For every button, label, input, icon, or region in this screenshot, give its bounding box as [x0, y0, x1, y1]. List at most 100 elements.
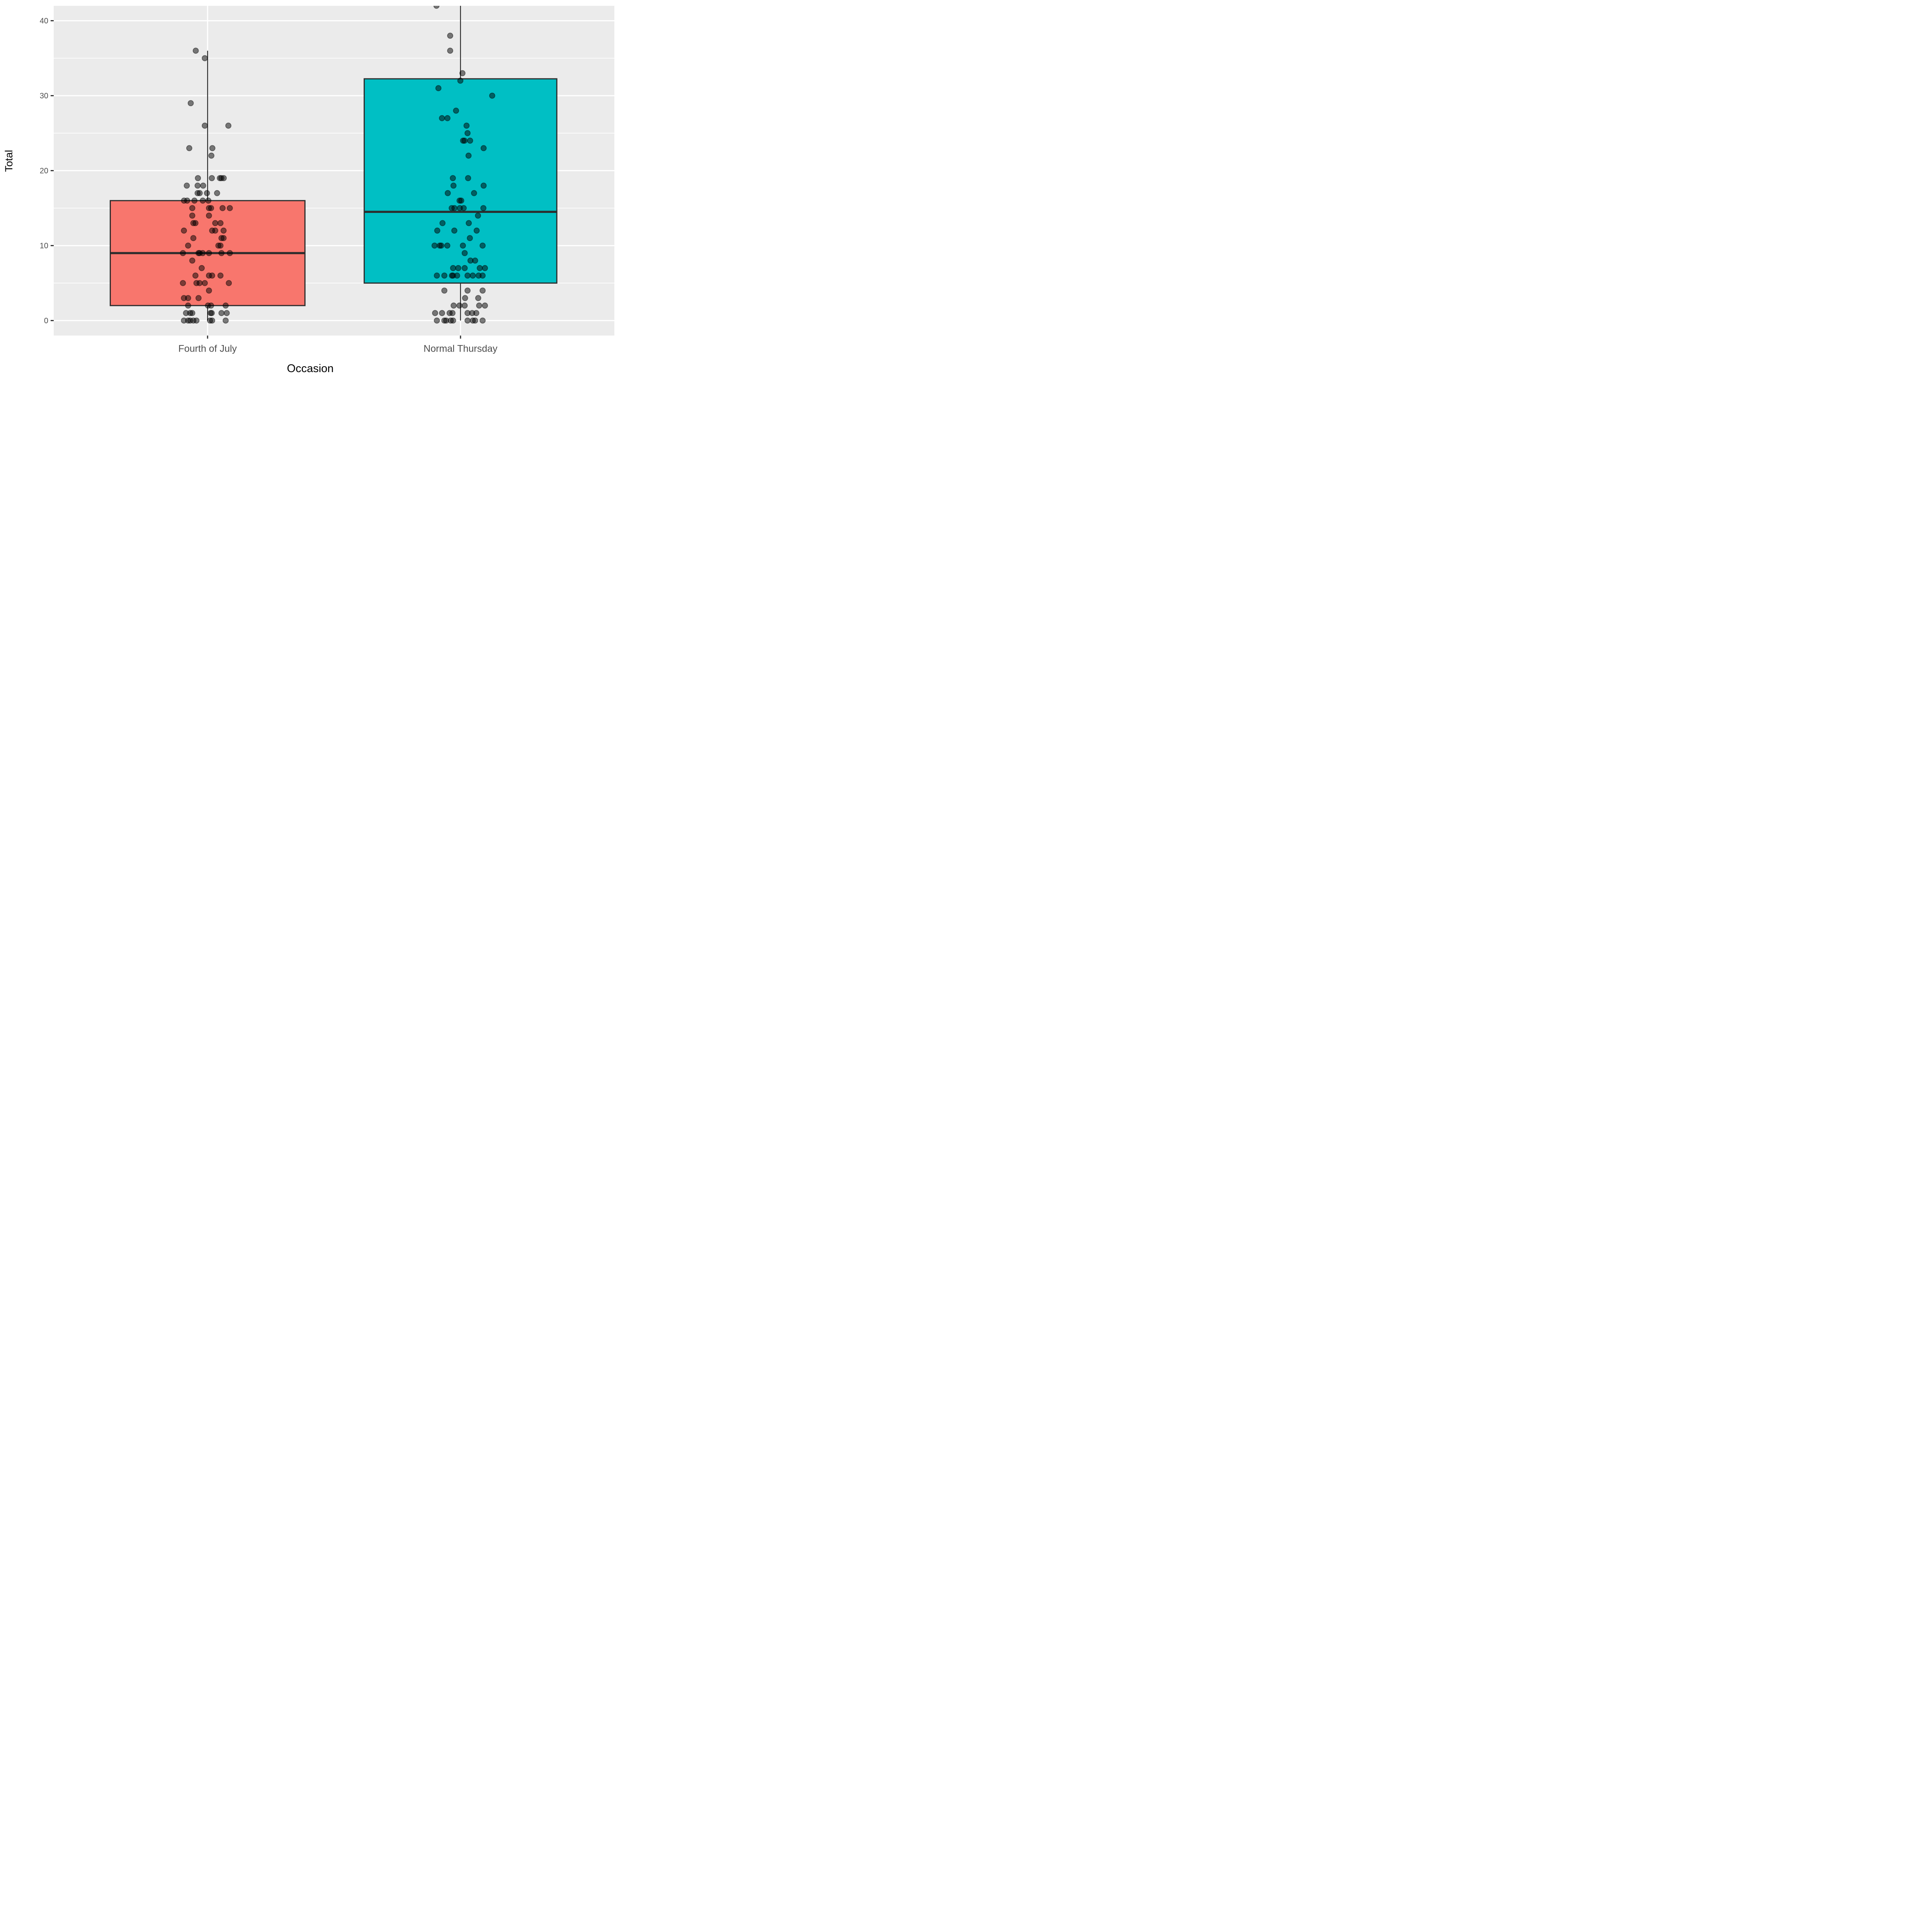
- jitter-point-fourth-of-july: [193, 317, 200, 324]
- jitter-point-fourth-of-july: [192, 272, 199, 279]
- jitter-point-fourth-of-july: [208, 152, 214, 159]
- jitter-point-normal-thursday: [482, 265, 488, 271]
- jitter-point-normal-thursday: [456, 302, 463, 309]
- x-tick-label-normal-thursday: Normal Thursday: [423, 343, 498, 354]
- jitter-point-normal-thursday: [480, 287, 486, 294]
- jitter-point-normal-thursday: [432, 310, 438, 316]
- jitter-point-normal-thursday: [444, 190, 451, 196]
- jitter-point-normal-thursday: [464, 317, 471, 324]
- jitter-point-normal-thursday: [460, 242, 466, 249]
- jitter-point-normal-thursday: [480, 272, 486, 279]
- jitter-point-fourth-of-july: [218, 310, 225, 316]
- jitter-point-normal-thursday: [444, 242, 451, 249]
- jitter-point-normal-thursday: [450, 317, 456, 324]
- jitter-point-normal-thursday: [441, 272, 447, 279]
- jitter-point-normal-thursday: [455, 265, 461, 271]
- jitter-point-normal-thursday: [461, 138, 468, 144]
- jitter-point-normal-thursday: [431, 242, 438, 249]
- jitter-point-fourth-of-july: [184, 182, 190, 189]
- jitter-point-normal-thursday: [447, 48, 453, 54]
- jitter-point-fourth-of-july: [220, 227, 227, 234]
- jitter-point-normal-thursday: [480, 242, 486, 249]
- jitter-point-fourth-of-july: [214, 190, 220, 196]
- jitter-point-fourth-of-july: [209, 310, 215, 316]
- jitter-point-fourth-of-july: [186, 145, 192, 151]
- x-tick-label-fourth-of-july: Fourth of July: [178, 343, 237, 354]
- jitter-point-normal-thursday: [441, 287, 447, 294]
- jitter-point-normal-thursday: [464, 130, 471, 136]
- jitter-point-normal-thursday: [439, 310, 445, 316]
- jitter-point-fourth-of-july: [185, 302, 191, 309]
- jitter-point-normal-thursday: [451, 302, 457, 309]
- y-tick-label-30: 30: [40, 92, 48, 100]
- jitter-point-normal-thursday: [465, 152, 472, 159]
- jitter-point-normal-thursday: [489, 92, 495, 99]
- jitter-point-fourth-of-july: [226, 280, 232, 286]
- jitter-point-fourth-of-july: [199, 265, 205, 271]
- jitter-point-normal-thursday: [476, 302, 482, 309]
- jitter-point-fourth-of-july: [202, 55, 208, 61]
- jitter-point-fourth-of-july: [189, 213, 196, 219]
- jitter-point-fourth-of-july: [192, 48, 199, 54]
- jitter-point-normal-thursday: [434, 227, 440, 234]
- jitter-point-normal-thursday: [461, 265, 468, 271]
- jitter-point-fourth-of-july: [189, 257, 196, 264]
- jitter-point-normal-thursday: [459, 70, 466, 77]
- jitter-point-fourth-of-july: [180, 280, 186, 286]
- jitter-point-normal-thursday: [464, 287, 471, 294]
- jitter-point-normal-thursday: [472, 257, 478, 264]
- jitter-point-fourth-of-july: [220, 235, 227, 242]
- jitter-point-normal-thursday: [465, 175, 471, 181]
- jitter-point-fourth-of-july: [217, 242, 224, 249]
- jitter-point-fourth-of-july: [223, 302, 229, 309]
- jitter-point-fourth-of-july: [189, 205, 196, 211]
- y-tick-label-20: 20: [40, 167, 48, 175]
- jitter-point-fourth-of-july: [187, 100, 194, 106]
- jitter-point-normal-thursday: [476, 265, 483, 271]
- series-normal-thursday: [364, 6, 558, 324]
- jitter-point-normal-thursday: [450, 175, 456, 181]
- jitter-point-fourth-of-july: [185, 295, 191, 301]
- jitter-point-fourth-of-july: [212, 227, 218, 234]
- jitter-point-normal-thursday: [438, 242, 444, 249]
- jitter-point-normal-thursday: [466, 220, 472, 226]
- jitter-point-fourth-of-july: [225, 122, 231, 129]
- jitter-point-fourth-of-july: [199, 250, 206, 256]
- jitter-point-fourth-of-july: [208, 302, 214, 309]
- jitter-point-normal-thursday: [439, 115, 445, 121]
- jitter-point-normal-thursday: [473, 310, 480, 316]
- jitter-point-fourth-of-july: [208, 205, 214, 211]
- jitter-point-fourth-of-july: [217, 272, 224, 279]
- jitter-point-fourth-of-july: [212, 220, 218, 226]
- jitter-point-normal-thursday: [461, 302, 468, 309]
- jitter-point-fourth-of-july: [202, 122, 208, 129]
- jitter-point-normal-thursday: [475, 295, 481, 301]
- jitter-point-normal-thursday: [469, 272, 476, 279]
- jitter-point-fourth-of-july: [199, 197, 206, 204]
- y-tick-label-0: 0: [44, 317, 48, 325]
- jitter-point-normal-thursday: [454, 272, 460, 279]
- jitter-point-normal-thursday: [480, 145, 487, 151]
- jitter-point-fourth-of-july: [209, 272, 215, 279]
- y-tick-label-10: 10: [40, 242, 48, 250]
- jitter-point-fourth-of-july: [180, 250, 186, 256]
- jitter-point-normal-thursday: [480, 205, 486, 211]
- jitter-point-fourth-of-july: [196, 280, 203, 286]
- jitter-point-fourth-of-july: [196, 190, 203, 196]
- jitter-point-normal-thursday: [461, 205, 467, 211]
- jitter-point-fourth-of-july: [209, 175, 215, 181]
- box-normal-thursday: [364, 78, 558, 284]
- x-axis-title: Occasion: [287, 362, 334, 375]
- jitter-point-fourth-of-july: [205, 197, 212, 204]
- jitter-point-normal-thursday: [467, 138, 473, 144]
- jitter-point-fourth-of-july: [219, 205, 226, 211]
- jitter-point-fourth-of-july: [217, 220, 224, 226]
- jitter-point-normal-thursday: [451, 205, 457, 211]
- y-tick-label-40: 40: [40, 17, 48, 26]
- jitter-point-normal-thursday: [450, 182, 457, 189]
- jitter-point-fourth-of-july: [181, 227, 187, 234]
- jitter-point-fourth-of-july: [206, 250, 212, 256]
- jitter-point-fourth-of-july: [195, 175, 201, 181]
- jitter-point-fourth-of-july: [209, 317, 215, 324]
- jitter-point-normal-thursday: [457, 77, 464, 84]
